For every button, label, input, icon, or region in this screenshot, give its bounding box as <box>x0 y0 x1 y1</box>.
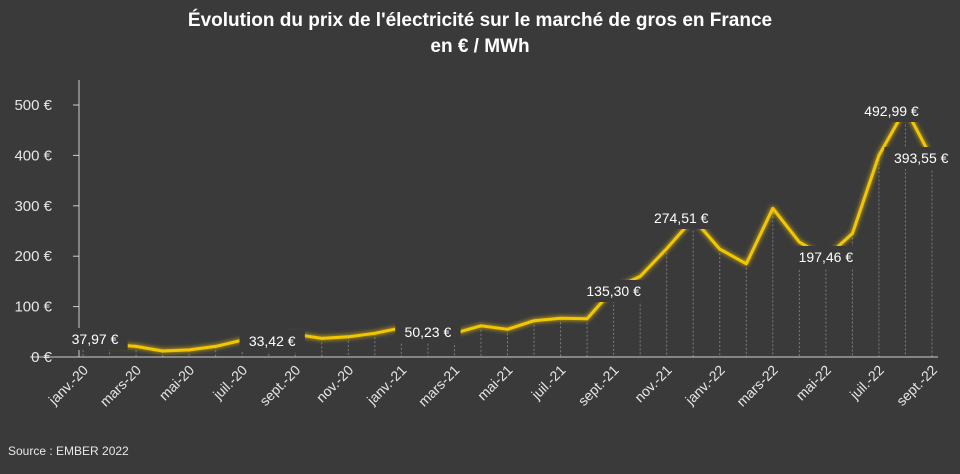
series-line <box>81 107 934 353</box>
x-tick-label: janv.-21 <box>363 362 410 409</box>
data-label: 492,99 € <box>864 103 919 119</box>
data-label: 33,42 € <box>249 333 296 349</box>
x-tick-label: mai-22 <box>792 362 834 404</box>
data-label-bg <box>576 280 651 302</box>
data-label-bg <box>884 147 958 169</box>
x-tick-label: sept.-22 <box>893 362 940 409</box>
chart-title-line2: en € / MWh <box>430 36 530 57</box>
x-tick-label: mars-21 <box>415 362 463 410</box>
series-path <box>81 107 934 353</box>
data-label-bg <box>62 328 128 350</box>
x-tick-label: sept.-21 <box>575 362 622 409</box>
data-labels: 37,97 € 33,42 € 50,23 € 135,30 € 274,51 € 197… <box>62 100 958 352</box>
data-label: 135,30 € <box>586 283 641 299</box>
data-label-bg <box>644 207 719 229</box>
x-tick-label: nov.-20 <box>313 362 357 406</box>
x-tick-label: janv.-20 <box>45 362 92 409</box>
data-label-bg <box>395 321 461 343</box>
chart-title: Évolution du prix de l'électricité sur l… <box>0 8 960 60</box>
x-tick-label: juil.-22 <box>846 362 887 403</box>
data-label: 50,23 € <box>405 324 452 340</box>
x-tick-label: sept.-20 <box>256 362 303 409</box>
y-tick-label: 500 € <box>14 97 52 114</box>
data-label-bg <box>789 246 863 268</box>
data-label: 197,46 € <box>799 249 854 265</box>
data-label: 274,51 € <box>654 210 709 226</box>
source-note: Source : EMBER 2022 <box>8 444 129 458</box>
y-tick-label: 0 € <box>31 349 53 366</box>
data-label: 393,55 € <box>894 150 949 166</box>
x-tick-label: nov.-21 <box>631 362 675 406</box>
drop-lines <box>82 108 933 357</box>
x-tick-label: mai-20 <box>156 362 198 404</box>
x-tick-label: juil.-20 <box>209 362 250 403</box>
x-tick-label: janv.-22 <box>681 362 728 409</box>
x-tick-label: mai-21 <box>474 362 516 404</box>
y-tick-label: 400 € <box>14 147 52 164</box>
data-label-bg <box>239 330 305 352</box>
x-tick-label: mars-22 <box>733 362 781 410</box>
y-tick-label: 200 € <box>14 248 52 265</box>
y-tick-label: 100 € <box>14 299 52 316</box>
data-label-bg <box>854 100 929 122</box>
chart-title-line1: Évolution du prix de l'électricité sur l… <box>187 10 773 31</box>
x-tick-label: juil.-21 <box>527 362 568 403</box>
y-tick-label: 300 € <box>14 198 52 215</box>
data-label: 37,97 € <box>72 331 119 347</box>
x-tick-label: mars-20 <box>97 362 145 410</box>
